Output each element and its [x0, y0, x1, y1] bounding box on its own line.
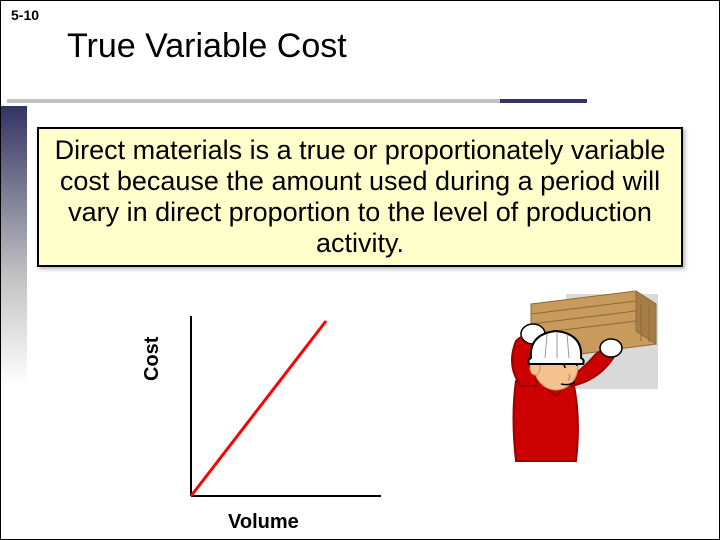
y-axis-label: Cost	[141, 337, 164, 381]
slide-frame: 5-10 True Variable Cost Direct materials…	[0, 0, 720, 540]
callout-box: Direct materials is a true or proportion…	[37, 127, 683, 267]
x-axis-label: Volume	[228, 511, 299, 534]
variable-cost-chart	[171, 306, 391, 506]
cost-line	[191, 321, 326, 496]
worker-lumber-icon	[461, 286, 661, 476]
page-number: 5-10	[11, 7, 39, 23]
title-underline	[7, 99, 587, 103]
sidebar-accent	[1, 106, 27, 386]
slide-title: True Variable Cost	[67, 27, 347, 66]
